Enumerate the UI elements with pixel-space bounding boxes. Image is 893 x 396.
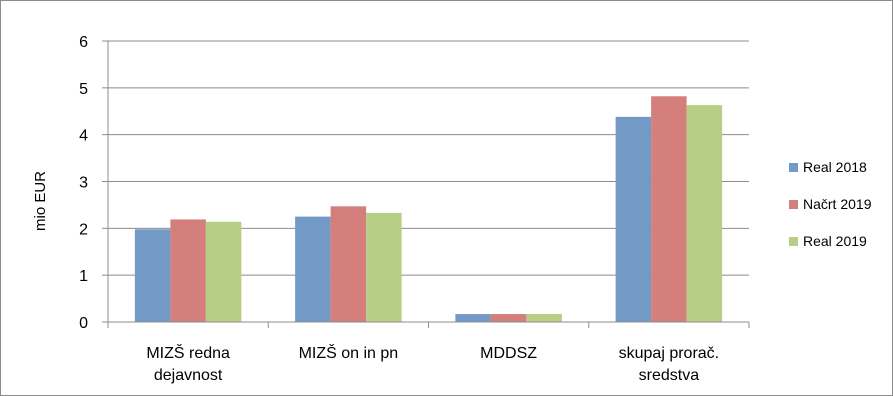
x-category-label: dejavnost: [154, 367, 223, 384]
legend-label: Načrt 2019: [803, 196, 872, 212]
bar-real-2019-2: [526, 314, 562, 322]
x-category-label: MIZŠ redna: [146, 343, 230, 362]
legend: Real 2018 Načrt 2019 Real 2019: [789, 159, 872, 249]
legend-label: Real 2018: [803, 159, 867, 175]
bar-real-2019-0: [205, 221, 242, 322]
x-category-label: MDDSZ: [480, 345, 537, 362]
y-tick-label: 0: [79, 315, 88, 332]
legend-label: Real 2019: [803, 233, 867, 249]
y-tick-label: 4: [79, 128, 88, 145]
bar-real-2019-3: [686, 105, 723, 322]
bar-real-2018-0: [134, 229, 171, 322]
bar-real-2018-1: [295, 216, 331, 322]
y-tick-label: 2: [79, 221, 88, 238]
x-category-label: skupaj prorač.: [619, 345, 720, 362]
bar-na-rt-2019-2: [490, 314, 527, 322]
bar-real-2018-3: [615, 116, 652, 323]
bar-na-rt-2019-1: [330, 206, 367, 322]
bar-real-2018-2: [455, 314, 491, 322]
legend-swatch: [789, 163, 798, 172]
bars: [134, 96, 723, 323]
x-category-label: MIZŠ on in pn: [299, 343, 399, 362]
y-axis-title: mio EUR: [32, 171, 49, 231]
x-category-label: sredstva: [639, 367, 700, 384]
y-tick-label: 1: [79, 268, 88, 285]
y-tick-label: 6: [79, 34, 88, 51]
bar-na-rt-2019-3: [651, 96, 687, 322]
axes: 0 1 2 3 4 5 6 MIZŠ redna dejavnost MIZŠ on in pn M…: [79, 34, 750, 384]
y-tick-label: 5: [79, 81, 88, 98]
bar-na-rt-2019-0: [170, 219, 206, 322]
legend-swatch: [789, 237, 798, 246]
legend-swatch: [789, 200, 798, 209]
y-tick-label: 3: [79, 175, 88, 192]
bar-real-2019-1: [366, 212, 402, 322]
